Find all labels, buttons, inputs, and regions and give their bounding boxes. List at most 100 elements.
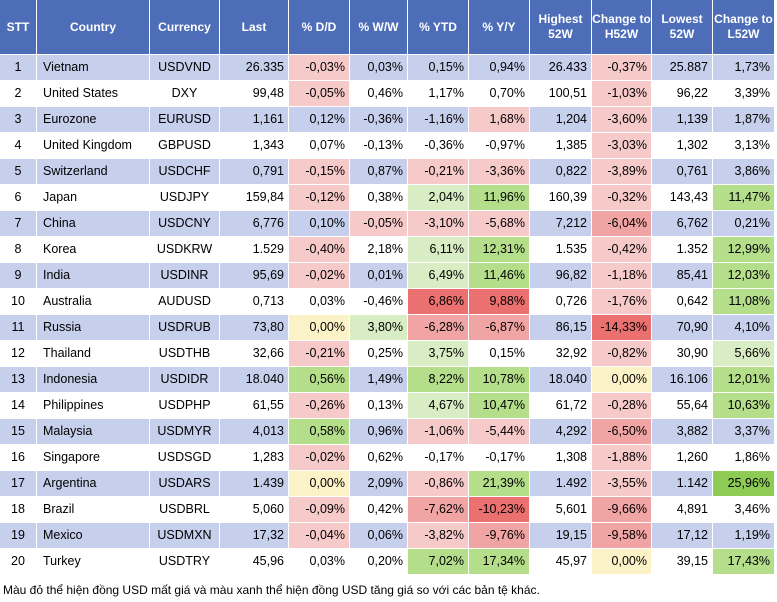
cell-stt: 10 (0, 289, 37, 315)
cell-change-to-l52w: 1,87% (713, 107, 775, 133)
cell-currency: EURUSD (150, 107, 220, 133)
cell-change-to-h52w: -9,66% (592, 497, 652, 523)
cell-change-to-l52w: 4,10% (713, 315, 775, 341)
cell-pct-dd: -0,02% (289, 263, 350, 289)
cell-change-to-h52w: -0,42% (592, 237, 652, 263)
col-header-pct-ytd: % YTD (408, 0, 469, 55)
cell-pct-yy: -6,87% (469, 315, 530, 341)
cell-pct-yy: 9,88% (469, 289, 530, 315)
cell-pct-ww: -0,36% (350, 107, 408, 133)
cell-currency: USDTRY (150, 549, 220, 575)
cell-lowest-52w: 55,64 (652, 393, 713, 419)
cell-pct-ytd: 0,15% (408, 55, 469, 81)
cell-pct-dd: -0,02% (289, 445, 350, 471)
cell-country: Thailand (37, 341, 150, 367)
cell-pct-ww: 0,46% (350, 81, 408, 107)
cell-pct-yy: 11,46% (469, 263, 530, 289)
cell-country: Malaysia (37, 419, 150, 445)
cell-change-to-l52w: 5,66% (713, 341, 775, 367)
cell-stt: 9 (0, 263, 37, 289)
cell-change-to-h52w: -1,76% (592, 289, 652, 315)
cell-country: Philippines (37, 393, 150, 419)
cell-last: 5,060 (220, 497, 289, 523)
cell-pct-ytd: -1,16% (408, 107, 469, 133)
cell-pct-yy: -0,97% (469, 133, 530, 159)
cell-last: 45,96 (220, 549, 289, 575)
cell-currency: USDINR (150, 263, 220, 289)
cell-pct-yy: 12,31% (469, 237, 530, 263)
cell-last: 99,48 (220, 81, 289, 107)
cell-highest-52w: 5,601 (530, 497, 592, 523)
cell-pct-ww: 0,96% (350, 419, 408, 445)
cell-pct-ww: 0,87% (350, 159, 408, 185)
cell-last: 6,776 (220, 211, 289, 237)
cell-country: United Kingdom (37, 133, 150, 159)
cell-change-to-h52w: -1,03% (592, 81, 652, 107)
cell-highest-52w: 160,39 (530, 185, 592, 211)
cell-pct-ww: 1,49% (350, 367, 408, 393)
cell-pct-ww: 3,80% (350, 315, 408, 341)
cell-pct-ytd: -1,06% (408, 419, 469, 445)
table-row: 9 India USDINR 95,69 -0,02% 0,01% 6,49% 11,46% 9… (0, 263, 775, 289)
cell-lowest-52w: 6,762 (652, 211, 713, 237)
cell-country: United States (37, 81, 150, 107)
cell-pct-ytd: -7,62% (408, 497, 469, 523)
cell-currency: AUDUSD (150, 289, 220, 315)
cell-lowest-52w: 1.142 (652, 471, 713, 497)
cell-pct-dd: -0,12% (289, 185, 350, 211)
cell-pct-ww: -0,05% (350, 211, 408, 237)
cell-change-to-l52w: 3,46% (713, 497, 775, 523)
cell-last: 0,713 (220, 289, 289, 315)
cell-change-to-h52w: -3,55% (592, 471, 652, 497)
cell-last: 159,84 (220, 185, 289, 211)
cell-currency: USDIDR (150, 367, 220, 393)
cell-stt: 2 (0, 81, 37, 107)
table-row: 7 China USDCNY 6,776 0,10% -0,05% -3,10% -5,68%… (0, 211, 775, 237)
cell-pct-dd: 0,03% (289, 289, 350, 315)
col-header-highest-52w: Highest 52W (530, 0, 592, 55)
cell-stt: 12 (0, 341, 37, 367)
table-row: 6 Japan USDJPY 159,84 -0,12% 0,38% 2,04% 11,96%… (0, 185, 775, 211)
cell-lowest-52w: 4,891 (652, 497, 713, 523)
cell-change-to-h52w: -3,89% (592, 159, 652, 185)
cell-pct-yy: -3,36% (469, 159, 530, 185)
cell-pct-ww: 0,13% (350, 393, 408, 419)
cell-change-to-h52w: -0,28% (592, 393, 652, 419)
cell-currency: USDBRL (150, 497, 220, 523)
cell-change-to-h52w: -0,37% (592, 55, 652, 81)
cell-country: Vietnam (37, 55, 150, 81)
cell-pct-ytd: -0,36% (408, 133, 469, 159)
cell-change-to-h52w: -6,50% (592, 419, 652, 445)
table-row: 19 Mexico USDMXN 17,32 -0,04% 0,06% -3,82% -9,7… (0, 523, 775, 549)
cell-country: Korea (37, 237, 150, 263)
cell-country: Argentina (37, 471, 150, 497)
cell-change-to-h52w: -1,88% (592, 445, 652, 471)
cell-last: 1.529 (220, 237, 289, 263)
cell-highest-52w: 19,15 (530, 523, 592, 549)
col-header-currency: Currency (150, 0, 220, 55)
cell-pct-yy: 21,39% (469, 471, 530, 497)
cell-stt: 7 (0, 211, 37, 237)
cell-change-to-h52w: -6,04% (592, 211, 652, 237)
cell-pct-ytd: 7,02% (408, 549, 469, 575)
cell-pct-dd: 0,56% (289, 367, 350, 393)
table-row: 11 Russia USDRUB 73,80 0,00% 3,80% -6,28% -6,87… (0, 315, 775, 341)
usd-fx-table: STT Country Currency Last % D/D % W/W % … (0, 0, 775, 575)
cell-lowest-52w: 30,90 (652, 341, 713, 367)
cell-highest-52w: 100,51 (530, 81, 592, 107)
cell-lowest-52w: 1,302 (652, 133, 713, 159)
cell-lowest-52w: 0,761 (652, 159, 713, 185)
cell-pct-ytd: -3,10% (408, 211, 469, 237)
cell-pct-yy: -0,17% (469, 445, 530, 471)
cell-pct-yy: 10,78% (469, 367, 530, 393)
cell-pct-ww: 2,09% (350, 471, 408, 497)
cell-change-to-h52w: -9,58% (592, 523, 652, 549)
cell-pct-dd: -0,04% (289, 523, 350, 549)
cell-last: 73,80 (220, 315, 289, 341)
cell-change-to-l52w: 0,21% (713, 211, 775, 237)
cell-stt: 20 (0, 549, 37, 575)
cell-pct-ww: 0,03% (350, 55, 408, 81)
cell-pct-yy: 11,96% (469, 185, 530, 211)
cell-change-to-l52w: 11,08% (713, 289, 775, 315)
cell-pct-ytd: 6,86% (408, 289, 469, 315)
